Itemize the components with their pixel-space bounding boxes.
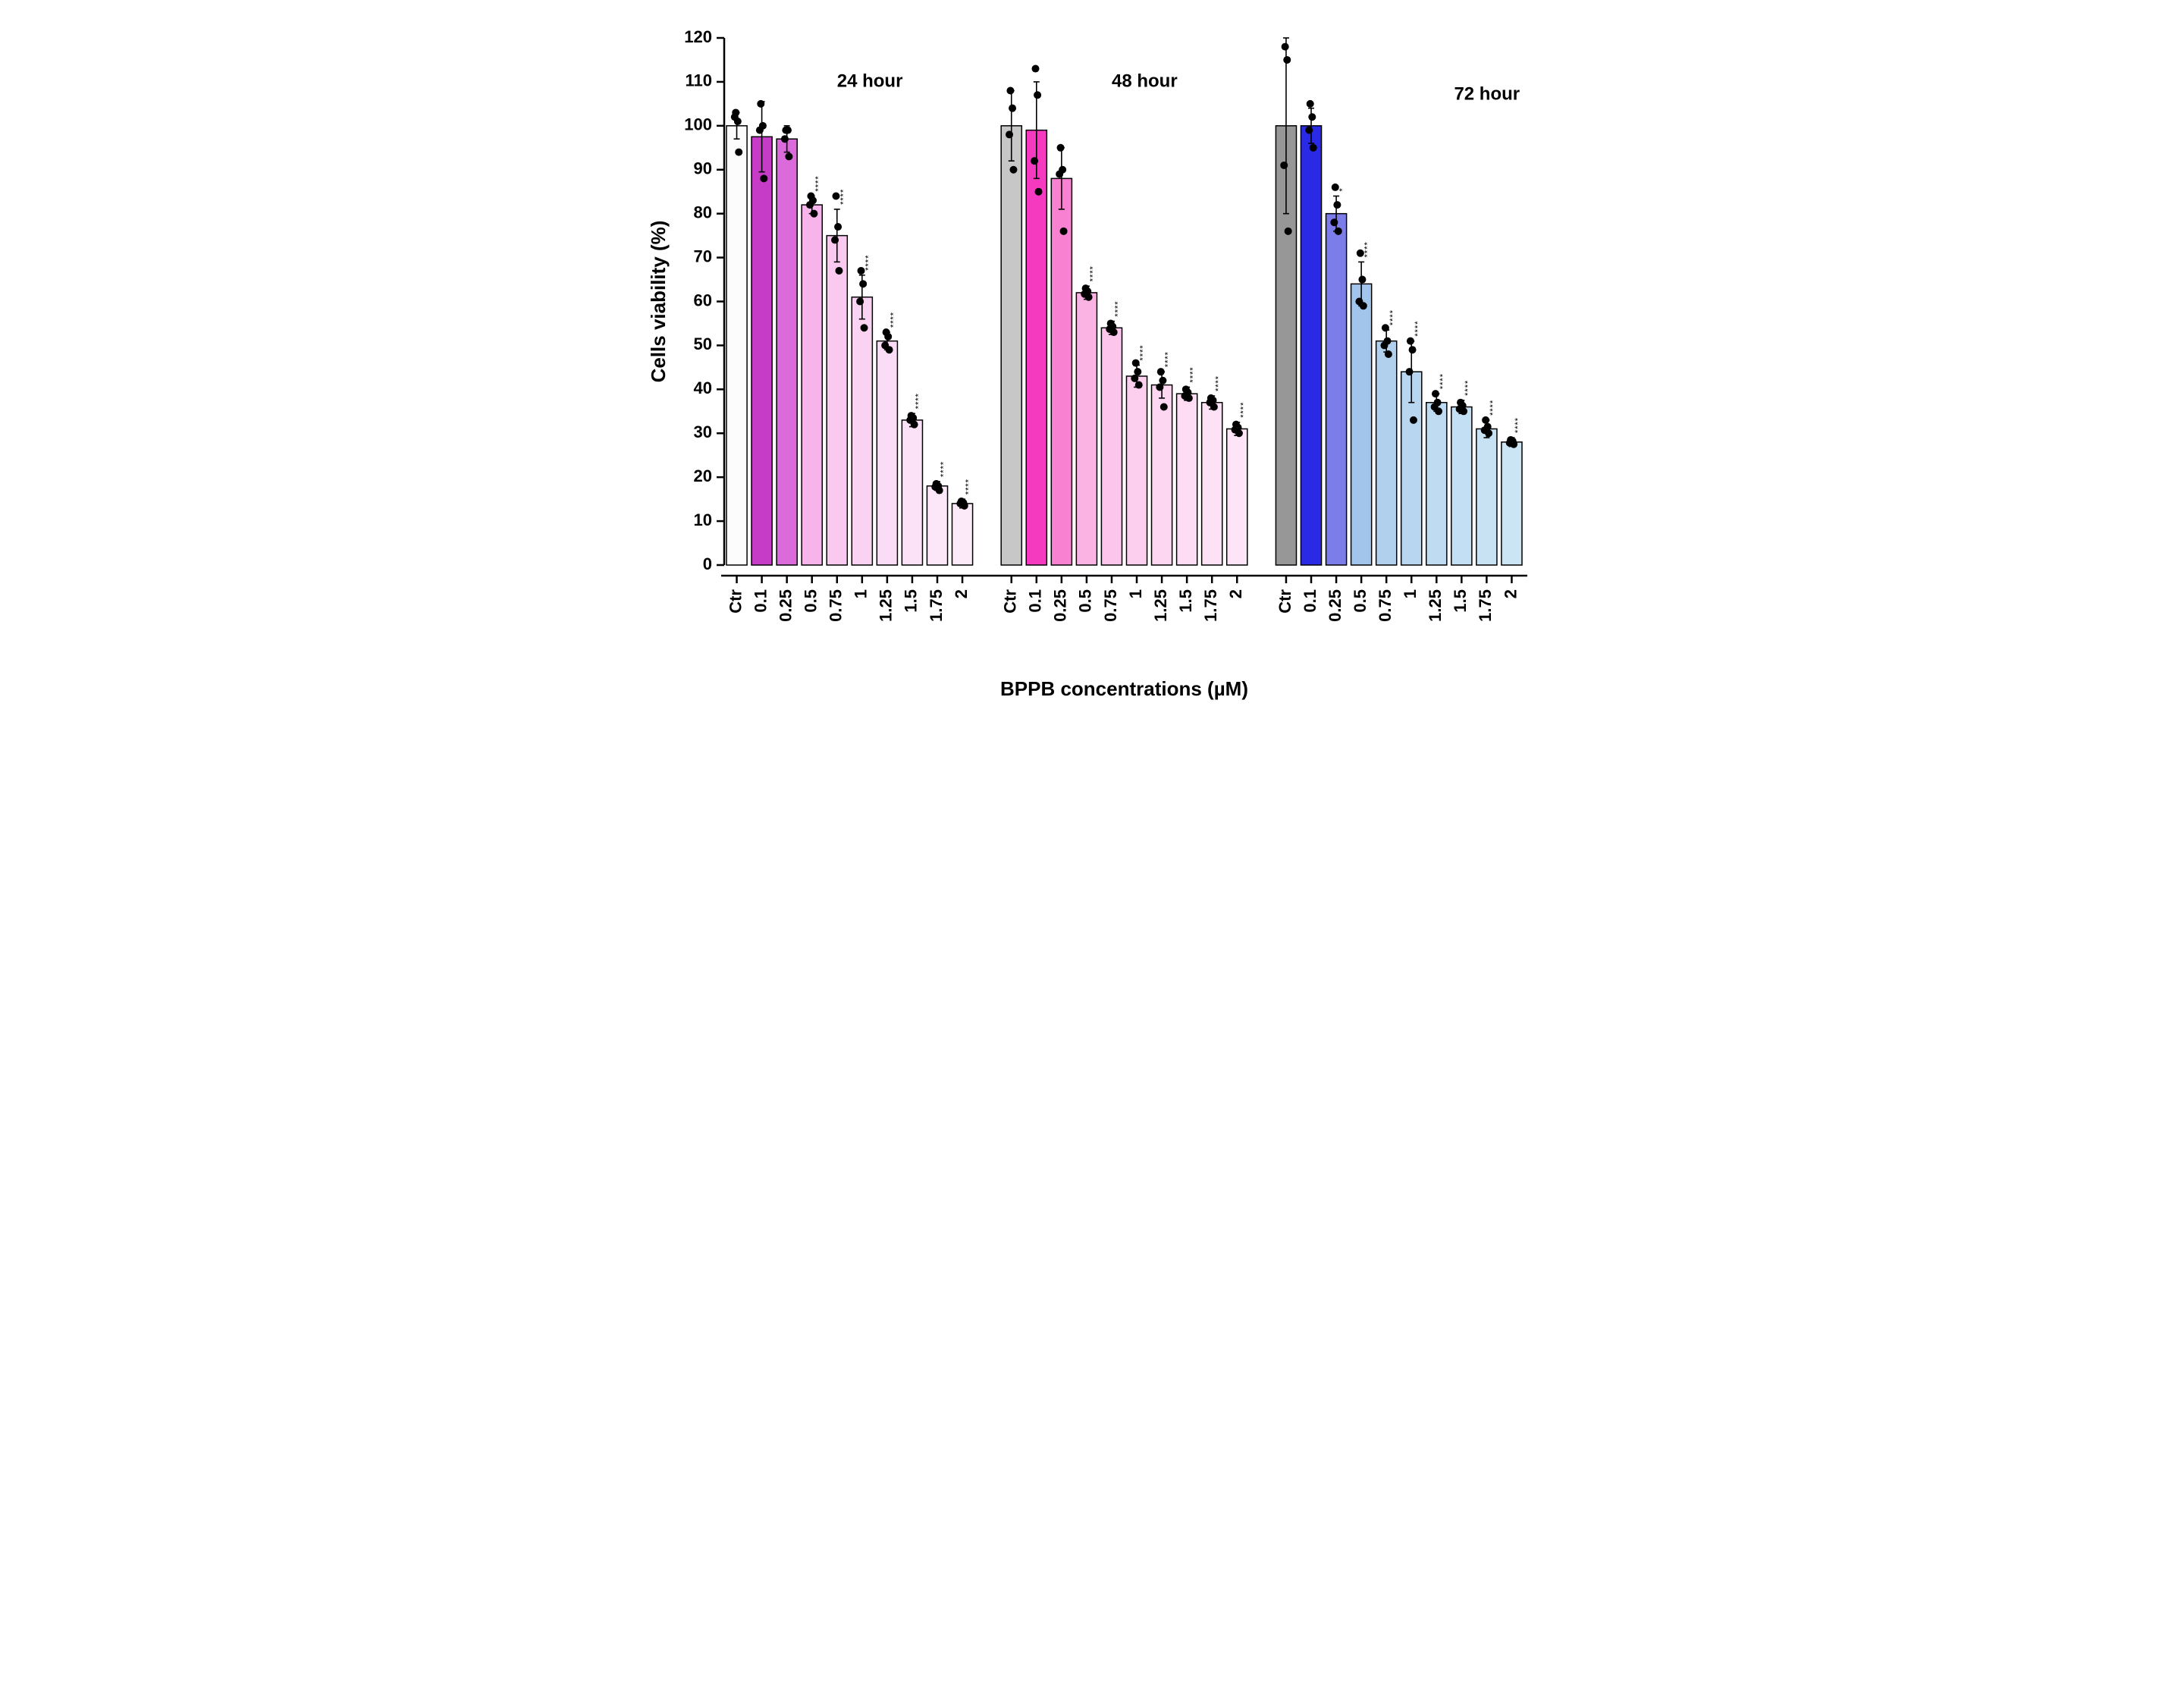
svg-text:0.75: 0.75 bbox=[827, 589, 846, 622]
svg-text:50: 50 bbox=[694, 334, 712, 353]
svg-text:0: 0 bbox=[703, 554, 712, 573]
svg-text:2: 2 bbox=[1501, 589, 1520, 598]
svg-text:Cells viability (%): Cells viability (%) bbox=[647, 221, 670, 383]
svg-text:*: * bbox=[1338, 187, 1348, 191]
svg-text:90: 90 bbox=[694, 159, 712, 178]
svg-text:72 hour: 72 hour bbox=[1454, 84, 1520, 105]
svg-text:1.25: 1.25 bbox=[1151, 589, 1170, 622]
svg-text:30: 30 bbox=[694, 422, 712, 441]
svg-text:0.1: 0.1 bbox=[1026, 589, 1045, 613]
svg-text:1.5: 1.5 bbox=[902, 589, 921, 613]
svg-text:0.25: 0.25 bbox=[776, 589, 795, 622]
svg-text:****: **** bbox=[1389, 309, 1398, 325]
svg-text:60: 60 bbox=[694, 290, 712, 309]
svg-text:****: **** bbox=[1239, 402, 1248, 418]
svg-text:****: **** bbox=[1489, 400, 1498, 416]
svg-text:0.1: 0.1 bbox=[1301, 589, 1320, 613]
svg-text:48 hour: 48 hour bbox=[1112, 71, 1178, 91]
svg-text:****: **** bbox=[1189, 366, 1198, 382]
svg-text:80: 80 bbox=[694, 203, 712, 221]
svg-text:****: **** bbox=[915, 393, 924, 409]
svg-text:1.25: 1.25 bbox=[1426, 589, 1445, 622]
svg-text:****: **** bbox=[864, 255, 873, 271]
svg-text:24 hour: 24 hour bbox=[837, 71, 903, 91]
svg-text:2: 2 bbox=[952, 589, 971, 598]
chart-svg: 0 10 20 30 40 50 60 70 80 90 100 110 120 Cells viabil… bbox=[637, 15, 1547, 717]
svg-text:110: 110 bbox=[686, 71, 713, 90]
svg-text:1.5: 1.5 bbox=[1451, 589, 1470, 613]
svg-text:****: **** bbox=[1164, 351, 1173, 367]
svg-text:10: 10 bbox=[694, 510, 712, 529]
svg-text:Ctr: Ctr bbox=[1001, 589, 1020, 614]
svg-text:****: **** bbox=[940, 461, 949, 477]
svg-text:0.1: 0.1 bbox=[751, 589, 770, 613]
svg-text:****: **** bbox=[1088, 265, 1097, 281]
svg-text:****: **** bbox=[1363, 241, 1373, 257]
svg-text:1: 1 bbox=[1126, 589, 1145, 598]
svg-text:70: 70 bbox=[694, 246, 712, 265]
svg-text:1.75: 1.75 bbox=[1201, 589, 1220, 622]
svg-text:120: 120 bbox=[684, 27, 712, 46]
svg-text:0.5: 0.5 bbox=[1076, 589, 1095, 613]
svg-text:****: **** bbox=[1214, 375, 1223, 391]
svg-text:BPPB concentrations (µM): BPPB concentrations (µM) bbox=[1000, 677, 1248, 700]
svg-text:40: 40 bbox=[694, 378, 712, 397]
svg-text:Ctr: Ctr bbox=[1276, 589, 1294, 614]
svg-text:1.25: 1.25 bbox=[877, 589, 896, 622]
svg-text:2: 2 bbox=[1226, 589, 1245, 598]
svg-text:0.5: 0.5 bbox=[1351, 589, 1370, 613]
svg-text:20: 20 bbox=[694, 466, 712, 485]
svg-text:Ctr: Ctr bbox=[726, 589, 745, 614]
svg-text:****: **** bbox=[965, 479, 974, 495]
svg-text:****: **** bbox=[1139, 344, 1148, 360]
svg-text:0.75: 0.75 bbox=[1101, 589, 1120, 622]
svg-text:****: **** bbox=[1464, 380, 1473, 396]
svg-text:****: **** bbox=[889, 312, 898, 328]
svg-text:100: 100 bbox=[684, 115, 712, 134]
svg-text:1: 1 bbox=[1401, 589, 1420, 598]
svg-text:0.25: 0.25 bbox=[1326, 589, 1345, 622]
svg-text:1: 1 bbox=[852, 589, 871, 598]
svg-text:****: **** bbox=[1514, 417, 1523, 433]
svg-text:****: **** bbox=[839, 189, 848, 205]
svg-text:1.5: 1.5 bbox=[1176, 589, 1195, 613]
svg-text:****: **** bbox=[1114, 300, 1123, 316]
svg-text:****: **** bbox=[1414, 321, 1423, 337]
svg-text:0.75: 0.75 bbox=[1376, 589, 1395, 622]
svg-text:****: **** bbox=[1439, 373, 1448, 389]
viability-barchart: 0 10 20 30 40 50 60 70 80 90 100 110 120 Cells viabil… bbox=[637, 15, 1547, 717]
svg-text:0.5: 0.5 bbox=[802, 589, 821, 613]
svg-text:1.75: 1.75 bbox=[1476, 589, 1495, 622]
svg-text:0.25: 0.25 bbox=[1051, 589, 1070, 622]
svg-text:****: **** bbox=[814, 175, 823, 191]
svg-text:1.75: 1.75 bbox=[927, 589, 946, 622]
